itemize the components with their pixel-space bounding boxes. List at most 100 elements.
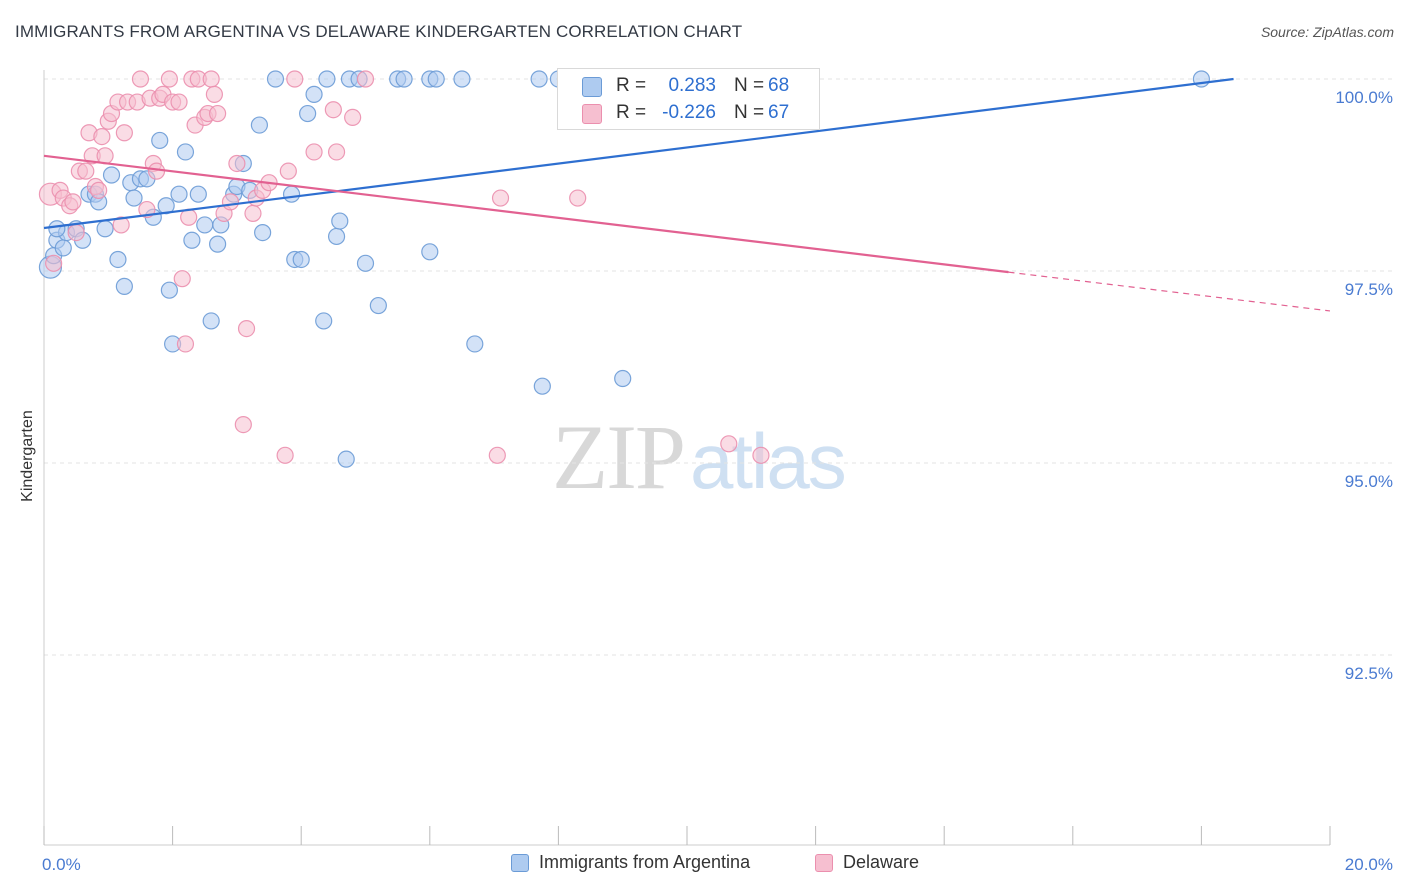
point-delaware (221, 193, 240, 211)
point-delaware (170, 93, 188, 111)
point-delaware (569, 189, 587, 207)
point-argentina (292, 250, 310, 269)
point-argentina (189, 185, 207, 203)
point-argentina (209, 235, 227, 253)
point-delaware (173, 270, 191, 288)
point-argentina (530, 70, 548, 88)
point-delaware (45, 254, 63, 272)
point-argentina (115, 277, 133, 295)
point-delaware (67, 224, 85, 242)
point-argentina (421, 243, 439, 261)
point-argentina (356, 254, 375, 272)
r-value: 0.283 (668, 75, 716, 96)
x-tick-label: 20.0% (1345, 855, 1393, 874)
y-tick-label: 95.0% (1345, 472, 1393, 491)
trendline-argentina (43, 77, 1234, 230)
point-delaware (77, 162, 95, 180)
point-delaware (90, 181, 108, 199)
point-delaware (720, 435, 738, 453)
point-argentina (183, 231, 201, 249)
point-argentina (176, 143, 195, 161)
point-delaware (64, 193, 82, 211)
point-argentina (125, 189, 143, 207)
point-argentina (299, 104, 317, 123)
point-argentina (266, 70, 285, 88)
point-argentina (305, 85, 323, 103)
point-delaware (344, 108, 362, 127)
n-label: N = (734, 102, 765, 123)
y-tick-label: 97.5% (1345, 280, 1393, 299)
point-delaware (209, 104, 227, 123)
r-value: -0.226 (662, 102, 716, 123)
point-argentina (315, 312, 333, 330)
watermark-zip: ZIP (552, 406, 686, 508)
point-delaware (286, 70, 304, 88)
point-argentina (331, 212, 349, 230)
point-delaware (276, 446, 294, 464)
legend-item-delaware[interactable]: Delaware (815, 852, 919, 873)
point-argentina (466, 335, 484, 353)
n-value: 68 (768, 75, 790, 96)
legend-item-argentina[interactable]: Immigrants from Argentina (511, 852, 750, 873)
point-delaware (228, 154, 246, 173)
point-delaware (305, 143, 323, 161)
legend-swatch-argentina (511, 853, 529, 872)
point-delaware (491, 189, 510, 207)
point-delaware (202, 70, 220, 88)
r-label: R = (616, 75, 647, 96)
y-tick-label: 100.0% (1335, 88, 1393, 107)
point-argentina (327, 227, 346, 246)
r-label: R = (616, 102, 647, 123)
point-argentina (337, 450, 355, 468)
stats-swatch-argentina (582, 77, 602, 97)
point-delaware (244, 204, 262, 222)
point-delaware (131, 70, 150, 88)
x-tick-label: 0.0% (42, 855, 81, 874)
point-delaware (279, 162, 297, 180)
point-delaware (160, 70, 178, 88)
point-delaware (324, 101, 342, 119)
point-delaware (93, 128, 111, 146)
point-delaware (147, 162, 166, 180)
y-tick-label: 92.5% (1345, 664, 1393, 683)
point-argentina (533, 377, 551, 395)
watermark-atlas: atlas (690, 417, 847, 505)
point-delaware (234, 416, 252, 434)
stats-row-argentina: R = 0.283 N = 68 (558, 74, 821, 100)
legend-label-delaware: Delaware (843, 852, 920, 872)
point-argentina (202, 312, 220, 330)
point-argentina (250, 116, 269, 134)
point-delaware (112, 216, 130, 234)
point-argentina (160, 281, 178, 299)
n-value: 67 (768, 102, 790, 123)
legend-label-argentina: Immigrants from Argentina (539, 852, 751, 872)
point-argentina (151, 131, 169, 150)
trendline-delaware (43, 154, 1009, 274)
stats-row-delaware: R = -0.226 N = 67 (558, 101, 821, 127)
point-argentina (109, 250, 127, 269)
stats-legend: R = 0.283 N = 68 R = -0.226 N = 67 (557, 68, 820, 130)
point-delaware (205, 85, 223, 103)
point-argentina (96, 220, 114, 238)
point-delaware (752, 446, 770, 464)
point-delaware (488, 446, 506, 464)
source-label: Source: ZipAtlas.com (1260, 24, 1394, 40)
n-label: N = (734, 75, 765, 96)
bottom-legend: Immigrants from Argentina Delaware (0, 852, 1406, 878)
point-delaware (115, 124, 133, 142)
watermark: ZIPatlas (552, 404, 847, 510)
point-argentina (196, 216, 214, 234)
point-argentina (395, 70, 413, 88)
point-argentina (453, 70, 471, 88)
chart-title: IMMIGRANTS FROM ARGENTINA VS DELAWARE KI… (15, 22, 743, 41)
point-delaware (237, 320, 256, 338)
trendline-delaware-extension (1008, 271, 1331, 312)
point-argentina (427, 70, 445, 88)
point-argentina (369, 296, 387, 315)
point-argentina (170, 185, 188, 203)
point-argentina (102, 166, 121, 184)
legend-swatch-delaware (815, 853, 833, 872)
point-delaware (327, 143, 346, 161)
point-argentina (318, 70, 336, 88)
